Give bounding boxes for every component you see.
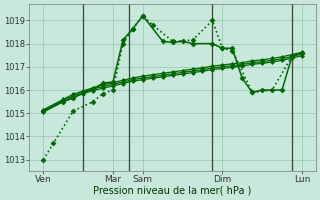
X-axis label: Pression niveau de la mer( hPa ): Pression niveau de la mer( hPa ) — [93, 186, 252, 196]
